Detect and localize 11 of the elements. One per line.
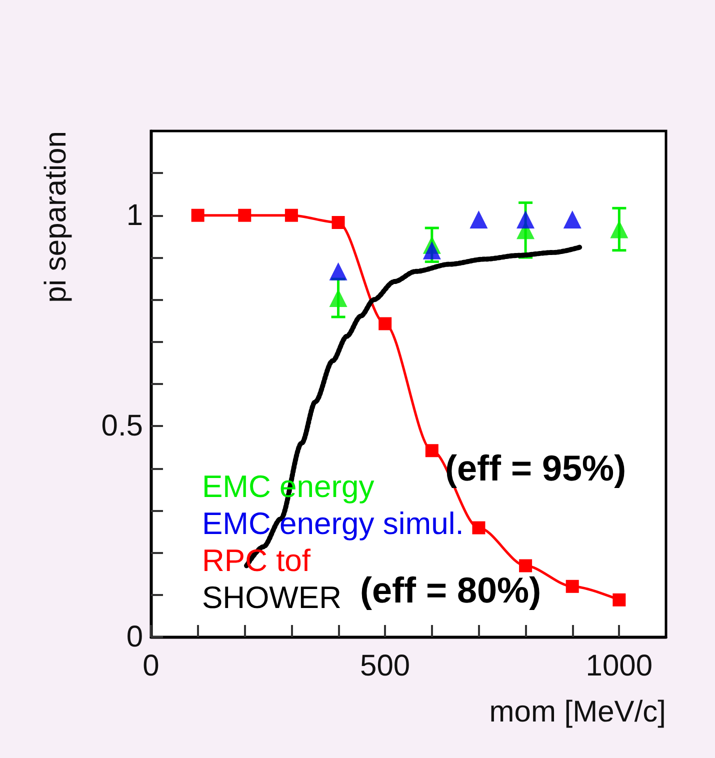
x-tick-label: 1000 xyxy=(586,650,653,682)
x-axis-title: mom [MeV/c] xyxy=(489,696,666,728)
annotation: (eff = 80%) xyxy=(360,570,542,610)
y-tick-label: 0 xyxy=(126,620,143,654)
annotation: (eff = 95%) xyxy=(445,448,626,488)
x-tick-label: 500 xyxy=(360,650,410,682)
y-axis-title: pi separation xyxy=(40,131,72,303)
text: EMC energy simul. xyxy=(202,506,464,541)
y-tick-label: 0.5 xyxy=(101,410,143,443)
y-tick-label: 1 xyxy=(126,198,143,232)
series-label: SHOWER xyxy=(202,580,342,615)
